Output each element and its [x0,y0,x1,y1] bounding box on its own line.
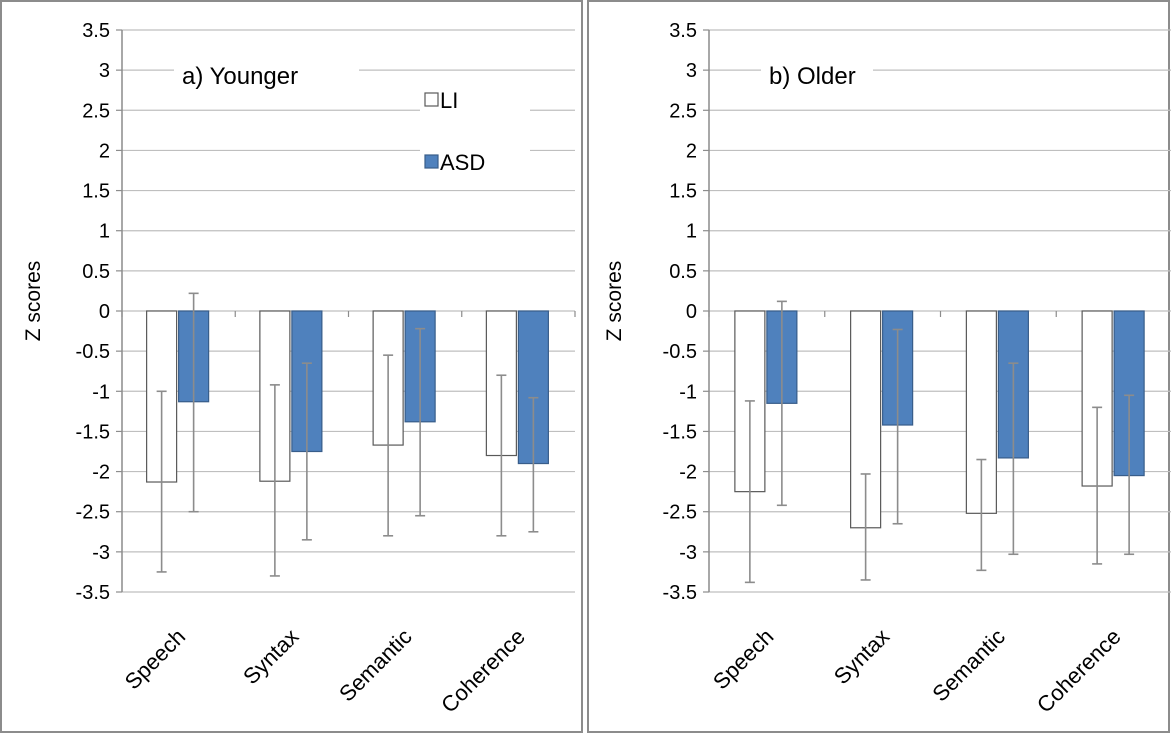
y-tick-label: -2 [92,462,110,484]
chart-title: a) Younger [182,63,298,90]
y-tick-label: 3 [686,60,697,82]
y-tick-label: 1.5 [669,181,697,203]
legend-label-asd: ASD [440,150,485,175]
legend-label-li: LI [440,88,458,113]
y-tick-label: -2 [679,462,697,484]
y-tick-label: -0.5 [663,341,697,363]
y-tick-label: -3.5 [76,582,110,604]
chart-panel-younger: -3.5 -3 -2.5 -2 -1.5 -1 -0.5 0 0.5 1 1.5 2 2.5 3 3.5 Z … [0,0,583,733]
x-category-label: Syntax [238,624,303,689]
y-axis-label: Z scores [603,261,626,342]
legend-swatch-asd [424,154,439,169]
x-category-label: Semantic [927,624,1010,707]
x-category-label: Coherence [1032,624,1126,718]
y-tick-label: 0 [99,301,110,323]
x-category-label: Speech [708,624,778,694]
y-tick-label: 1.5 [82,181,110,203]
legend-swatch-li [424,92,439,107]
y-tick-label: -1.5 [76,421,110,443]
y-tick-label: 2 [686,140,697,162]
y-tick-label: 0 [686,301,697,323]
y-tick-label: 3.5 [82,20,110,42]
y-tick-label: 3.5 [669,20,697,42]
bar-asd [1113,310,1145,477]
y-tick-label: -1 [92,381,110,403]
y-tick-label: -3.5 [663,582,697,604]
chart-title: b) Older [769,63,856,90]
y-tick-label: -2.5 [663,502,697,524]
x-category-label: Speech [120,624,190,694]
y-tick-label: 0.5 [669,261,697,283]
y-tick-label: -1.5 [663,421,697,443]
y-tick-label: -0.5 [76,341,110,363]
y-tick-label: 3 [99,60,110,82]
y-tick-label: -2.5 [76,502,110,524]
y-tick-label: 0.5 [82,261,110,283]
y-tick-label: 1 [686,221,697,243]
title-background [761,58,873,92]
y-tick-label: 2.5 [82,100,110,122]
title-background [174,58,359,92]
y-tick-label: 2.5 [669,100,697,122]
x-category-label: Semantic [334,624,417,707]
y-tick-label: 2 [99,140,110,162]
chart-younger: -3.5 -3 -2.5 -2 -1.5 -1 -0.5 0 0.5 1 1.5 2 2.5 3 3.5 Z … [22,20,576,718]
x-category-label: Syntax [829,624,894,689]
y-axis-label: Z scores [22,261,45,342]
chart-panel-older: -3.5 -3 -2.5 -2 -1.5 -1 -0.5 0 0.5 1 1.5 2 2.5 3 3.5 Z … [587,0,1171,733]
chart-older: -3.5 -3 -2.5 -2 -1.5 -1 -0.5 0 0.5 1 1.5 2 2.5 3 3.5 Z … [603,20,1171,718]
y-tick-label: -3 [679,542,697,564]
y-tick-label: -3 [92,542,110,564]
y-tick-label: 1 [99,221,110,243]
x-category-label: Coherence [436,624,530,718]
y-tick-label: -1 [679,381,697,403]
